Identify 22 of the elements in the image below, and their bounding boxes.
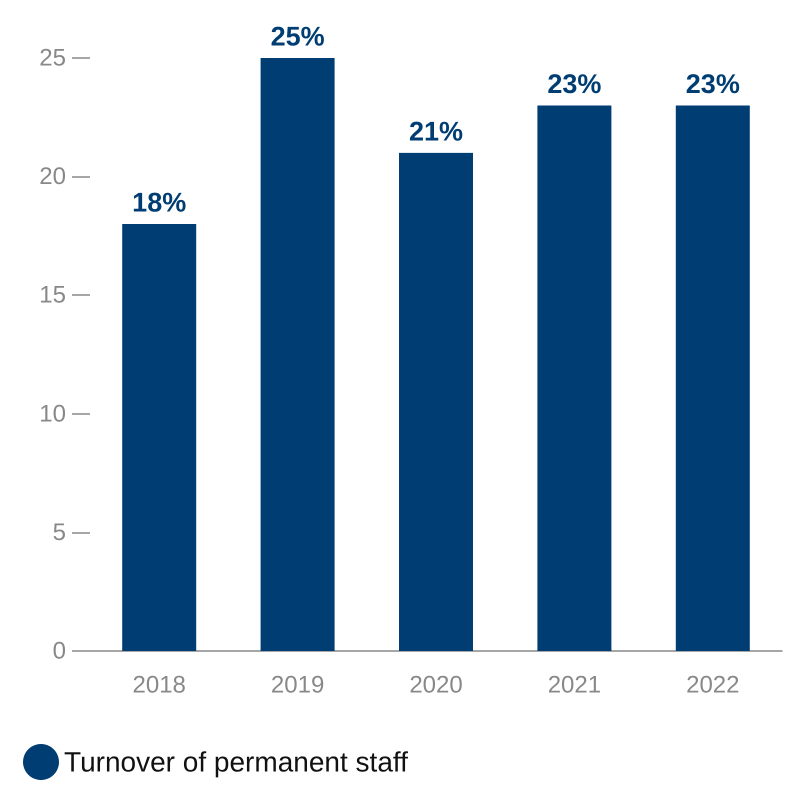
bar — [122, 224, 196, 651]
x-tick-label: 2018 — [132, 672, 186, 698]
data-label: 25% — [270, 22, 325, 52]
y-tick-label: 15 — [39, 282, 66, 309]
bar — [399, 152, 473, 651]
y-tick-label: 5 — [52, 518, 66, 546]
data-label: 18% — [132, 188, 186, 218]
y-tick-label: 25 — [39, 44, 66, 72]
y-tick-label: 20 — [39, 163, 66, 190]
bar — [537, 105, 612, 651]
bar — [260, 58, 335, 651]
x-tick-label: 2020 — [409, 672, 463, 698]
y-tick-label: 0 — [52, 638, 66, 664]
data-label: 21% — [408, 116, 464, 146]
x-tick-label: 2021 — [548, 672, 602, 698]
bar — [676, 105, 750, 651]
data-label: 23% — [686, 68, 740, 99]
y-tick-label: 10 — [39, 400, 66, 428]
x-tick-label: 2019 — [270, 672, 324, 698]
legend-label: Turnover of permanent staff — [64, 746, 408, 778]
data-label: 23% — [547, 68, 602, 99]
x-tick-label: 2022 — [686, 672, 740, 698]
